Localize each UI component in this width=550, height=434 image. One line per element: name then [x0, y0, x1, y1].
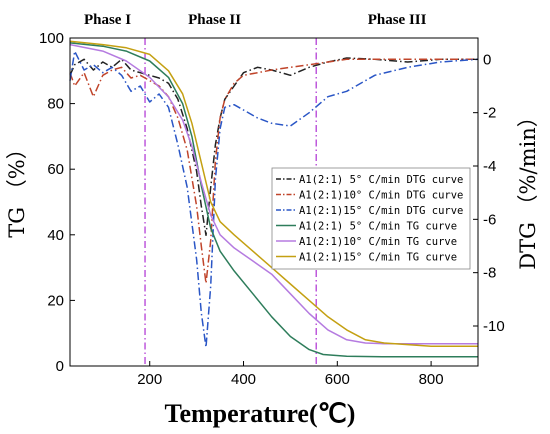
left-y-tick-label: 0 [56, 358, 64, 375]
right-y-tick-label: -10 [483, 318, 505, 335]
legend-label: A1(2:1)15° C/min TG curve [299, 252, 457, 264]
legend-label: A1(2:1) 5° C/min TG curve [299, 221, 457, 233]
plot-frame [69, 37, 479, 367]
x-tick-label: 600 [325, 371, 350, 388]
legend-label: A1(2:1)15° C/min DTG curve [299, 205, 463, 217]
right-y-tick-label: -8 [483, 265, 496, 282]
series-line-2 [69, 58, 478, 285]
series-line-3 [69, 50, 479, 349]
x-tick-label: 800 [419, 371, 444, 388]
legend-box [271, 167, 471, 270]
series-lines [69, 40, 479, 358]
series-line-6 [69, 40, 478, 348]
left-y-tick-label: 60 [47, 161, 64, 178]
phase-label-3: Phase III [368, 12, 427, 28]
right-y-tick-label: -6 [483, 211, 496, 228]
left-y-tick-label: 40 [47, 227, 64, 244]
phase-label-2: Phase II [188, 12, 241, 28]
x-tick-label: 200 [137, 371, 162, 388]
right-y-tick-label: -2 [483, 105, 496, 122]
left-y-tick-label: 20 [47, 292, 64, 309]
left-y-axis-title: TG （%） [5, 138, 29, 237]
left-y-axis-ticks: 0 20 40 60 80 100 [39, 30, 75, 375]
x-axis-ticks: 200 400 600 800 [137, 361, 444, 388]
x-tick-label: 400 [231, 371, 256, 388]
legend: A1(2:1) 5° C/min DTG curve A1(2:1)10° C/m… [271, 167, 471, 270]
series-line-1 [69, 57, 478, 237]
left-y-tick-label: 100 [39, 30, 64, 47]
right-y-tick-label: -4 [483, 158, 496, 175]
legend-label: A1(2:1) 5° C/min DTG curve [299, 174, 463, 186]
phase-labels: Phase I Phase II Phase III [84, 12, 427, 28]
right-y-axis-title: DTG （%/min） [516, 106, 540, 269]
series-line-5 [69, 43, 478, 345]
x-axis-title: Temperature(℃) [165, 399, 356, 428]
left-y-tick-label: 80 [47, 96, 64, 113]
legend-label: A1(2:1)10° C/min DTG curve [299, 190, 463, 202]
legend-label: A1(2:1)10° C/min TG curve [299, 236, 457, 248]
right-y-tick-label: 0 [483, 51, 491, 68]
series-line-4 [69, 42, 478, 358]
phase-label-1: Phase I [84, 12, 131, 28]
right-y-axis-ticks: 0 -2 -4 -6 -8 -10 [473, 51, 505, 335]
